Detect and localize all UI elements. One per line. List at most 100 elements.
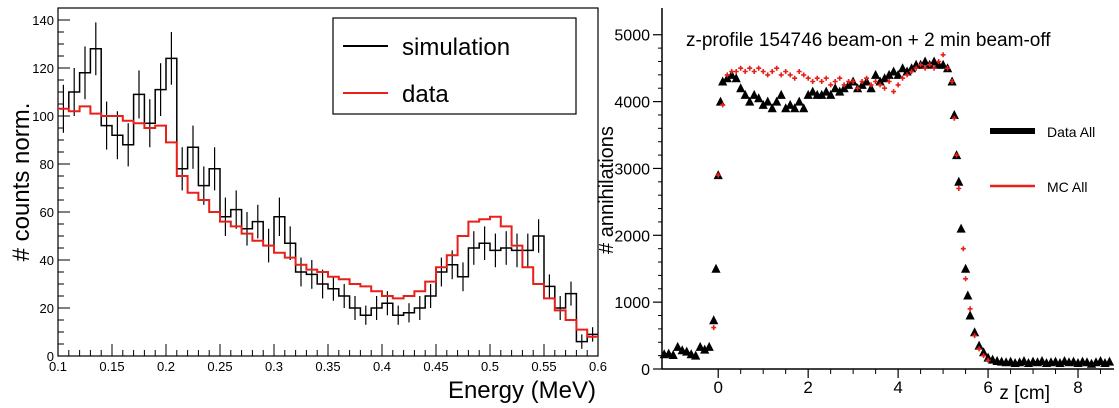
data-all-point: [754, 93, 764, 103]
left-x-tick-label: 0.15: [99, 359, 124, 374]
right-chart: 0 1000 2000 3000 4000 5000 0 2 4 6 8 z-profile 15…: [596, 8, 1115, 404]
data-all-point: [673, 341, 683, 351]
right-y-tick-label: 3000: [614, 161, 650, 178]
data-all-point: [889, 66, 899, 76]
data-all-point: [772, 96, 782, 106]
mc-all-point: [945, 65, 951, 71]
data-all-point: [736, 83, 746, 93]
mc-all-point: [738, 65, 744, 71]
data-all-point: [871, 69, 881, 79]
mc-all-point: [940, 52, 946, 58]
mc-all-point: [931, 65, 937, 71]
data-all-point: [880, 73, 890, 83]
mc-all-point: [765, 72, 771, 78]
data-all-point: [704, 341, 714, 351]
left-plot-data: [58, 22, 598, 349]
data-all-point: [875, 76, 885, 86]
data-all-point: [956, 223, 966, 233]
mc-all-point: [859, 79, 865, 84]
left-x-tick-label: 0.3: [265, 359, 283, 374]
left-x-tick-label: 0.45: [423, 359, 448, 374]
legend-label-simulation: simulation: [402, 34, 510, 61]
left-x-tick-label: 0.5: [481, 359, 499, 374]
mc-all-point: [711, 325, 717, 331]
data-all-point: [781, 103, 791, 113]
legend-label-data-all: Data All: [1047, 124, 1095, 140]
mc-all-point: [951, 115, 957, 121]
data-all-point: [767, 103, 777, 113]
left-x-tick-label: 0.4: [373, 359, 391, 374]
data-all-point: [817, 89, 827, 99]
left-y-tick-label: 140: [32, 13, 54, 28]
right-x-axis-label: z [cm]: [999, 383, 1050, 404]
data-all-point: [949, 110, 959, 119]
mc-all-point: [891, 89, 897, 95]
left-x-tick-label: 0.2: [157, 359, 175, 374]
data-all-point: [749, 89, 759, 99]
data-all-point: [808, 86, 818, 96]
data-all-point: [740, 89, 750, 99]
mc-all-point: [927, 62, 933, 68]
mc-all-point: [801, 72, 807, 78]
data-all-point: [979, 347, 989, 357]
left-legend: simulation data: [332, 17, 577, 115]
mc-all-point: [823, 75, 829, 81]
mc-all-point: [873, 79, 879, 84]
data-all-point: [695, 341, 705, 351]
left-x-tick-label: 0.25: [207, 359, 232, 374]
mc-all-point: [760, 69, 766, 74]
left-y-tick-label: 40: [40, 253, 54, 268]
right-y-tick-label: 1000: [614, 295, 650, 312]
left-y-tick-label: 80: [40, 157, 54, 172]
data-all-point: [830, 83, 840, 93]
mc-all-point: [918, 62, 924, 68]
data-all-point: [790, 103, 800, 113]
legend-label-data: data: [402, 81, 449, 108]
data-all-point: [974, 340, 984, 350]
mc-all-point: [819, 79, 825, 84]
data-all-point: [902, 66, 912, 76]
left-y-tick-label: 60: [40, 205, 54, 220]
mc-all-point: [895, 82, 901, 88]
mc-all-point: [960, 246, 966, 252]
mc-all-point: [841, 82, 847, 88]
left-y-tick-label: 20: [40, 301, 54, 316]
data-all-point: [682, 346, 692, 356]
mc-all-point: [828, 82, 834, 88]
data-all-point: [722, 73, 732, 83]
left-x-tick-label: 0.6: [589, 359, 607, 374]
data-all-point: [691, 350, 701, 360]
right-plot-data: [659, 52, 1115, 368]
mc-all-point: [882, 85, 888, 91]
left-x-tick-label: 0.55: [531, 359, 556, 374]
right-y-tick-label: 2000: [614, 228, 650, 245]
mc-all-point: [909, 69, 915, 74]
data-all-point: [839, 83, 849, 93]
data-all-point: [929, 56, 939, 66]
right-y-tick-label: 0: [641, 362, 650, 379]
data-all-point: [776, 89, 786, 99]
mc-all-point: [855, 85, 861, 91]
data-all-point: [711, 263, 721, 273]
mc-all-point: [985, 357, 991, 363]
data-all-point: [799, 103, 809, 113]
right-x-tick-label: 0: [713, 378, 722, 397]
right-x-tick-label: 8: [1073, 378, 1082, 397]
left-x-tick-label: 0.35: [315, 359, 340, 374]
mc-all-point: [751, 69, 757, 74]
mc-all-point: [747, 65, 753, 71]
data-all-point: [907, 63, 917, 73]
data-all-point: [965, 310, 975, 320]
mc-all-point: [850, 79, 856, 84]
data-all-point: [1104, 356, 1115, 366]
mc-all-point: [832, 79, 838, 84]
right-x-tick-label: 2: [803, 378, 812, 397]
left-y-axis: 0 20 40 60 80 100 120 140: [32, 13, 70, 364]
mc-all-point: [792, 75, 798, 81]
data-all-point: [835, 86, 845, 96]
right-chart-title: z-profile 154746 beam-on + 2 min beam-of…: [686, 30, 1051, 51]
data-all-point: [898, 63, 908, 73]
mc-all-point: [900, 75, 906, 81]
mc-all-point: [720, 102, 726, 108]
